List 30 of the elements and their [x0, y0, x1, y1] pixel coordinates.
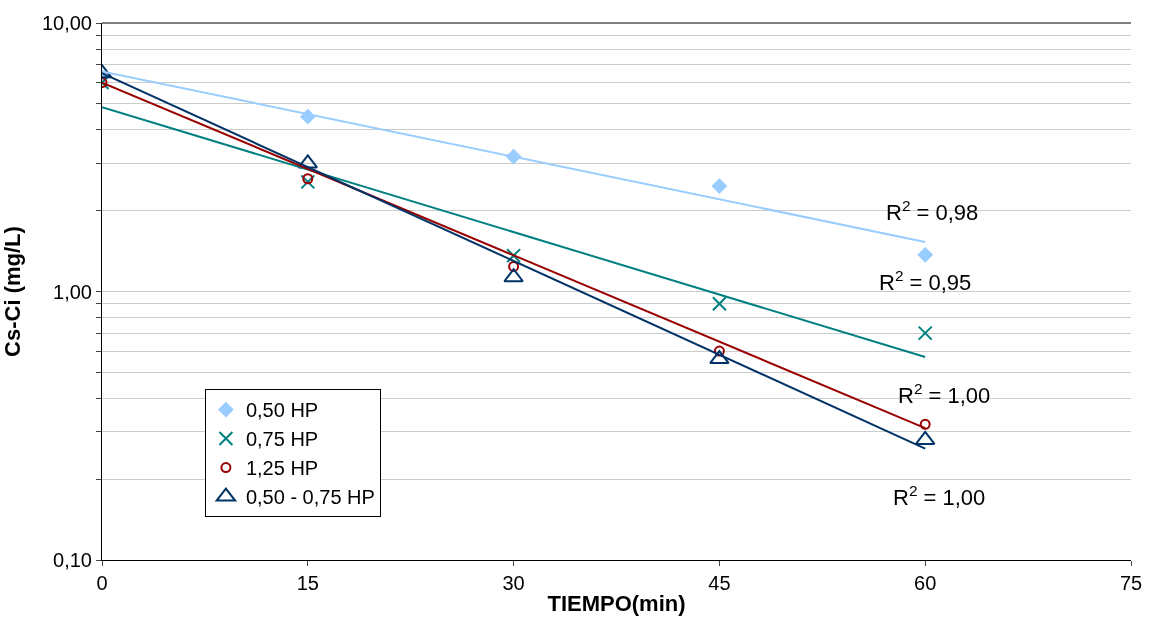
y-axis-title: Cs-Ci (mg/L) [0, 226, 25, 357]
legend-label: 0,75 HP [245, 428, 319, 451]
point [917, 247, 933, 263]
x-axis-title: TIEMPO(min) [547, 590, 686, 616]
x-tick-label: 15 [296, 572, 319, 594]
point [302, 173, 314, 185]
y-tick-label: 0,10 [53, 549, 92, 571]
legend-label: 1,25 HP [245, 457, 319, 480]
point [711, 296, 727, 312]
point [711, 178, 727, 194]
point [300, 174, 316, 190]
legend-label: 0,50 - 0,75 HP [245, 486, 375, 509]
x-tick-label: 60 [914, 572, 937, 594]
point [506, 248, 522, 264]
point [508, 260, 520, 272]
point [919, 418, 931, 430]
point [709, 350, 730, 365]
x-tick-label: 75 [1119, 572, 1143, 594]
annotation: R$^{2}$ = 0,98 [886, 197, 979, 226]
point [917, 325, 933, 341]
y-tick-label: 10,00 [41, 12, 92, 34]
x-tick-label: 30 [502, 572, 525, 594]
x-tick-label: 45 [708, 572, 731, 594]
x-tick-label: 0 [96, 572, 108, 594]
annotation: R$^{2}$ = 1,00 [898, 380, 991, 409]
y-tick-label: 1,00 [53, 280, 92, 303]
annotation: R$^{2}$ = 1,00 [893, 482, 986, 511]
legend-label: 0,50 HP [245, 399, 319, 422]
point [503, 268, 524, 283]
annotation: R$^{2}$ = 0,95 [879, 267, 972, 296]
